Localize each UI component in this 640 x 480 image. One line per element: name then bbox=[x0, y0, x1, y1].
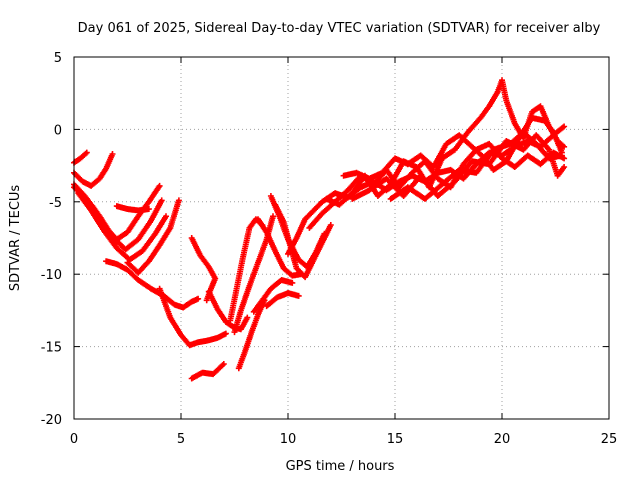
series-track-m bbox=[235, 297, 268, 372]
series-markers bbox=[250, 277, 296, 315]
x-tick-label: 5 bbox=[177, 432, 185, 447]
axis-ticks: 0 5 10 15 20 25 -20 -15 -10 -5 0 5 bbox=[41, 51, 618, 447]
x-axis-label: GPS time / hours bbox=[286, 459, 395, 474]
x-tick-label: 10 bbox=[280, 432, 297, 447]
series-markers bbox=[235, 297, 268, 372]
series-track-t bbox=[263, 290, 302, 310]
series-track-f bbox=[103, 258, 202, 311]
series-markers bbox=[231, 213, 276, 336]
y-tick-label: 5 bbox=[54, 51, 62, 66]
series-track-n bbox=[231, 213, 276, 336]
y-tick-label: 0 bbox=[54, 123, 62, 138]
data-series bbox=[71, 77, 568, 382]
series-markers bbox=[103, 258, 202, 311]
series-markers bbox=[263, 290, 302, 310]
series-track-g bbox=[113, 203, 152, 214]
series-markers bbox=[75, 190, 169, 263]
x-tick-label: 0 bbox=[70, 432, 78, 447]
x-tick-label: 20 bbox=[494, 432, 511, 447]
x-tick-label: 15 bbox=[387, 432, 404, 447]
series-markers bbox=[255, 216, 304, 279]
chart-title: Day 061 of 2025, Sidereal Day-to-day VTE… bbox=[78, 21, 601, 36]
series-track-e bbox=[75, 190, 169, 263]
series-track-l bbox=[188, 361, 227, 382]
y-tick-label: -20 bbox=[41, 413, 62, 428]
x-tick-label: 25 bbox=[601, 432, 618, 447]
series-markers bbox=[124, 197, 182, 276]
series-track-s bbox=[250, 277, 296, 315]
series-markers bbox=[113, 203, 152, 214]
series-track-w bbox=[323, 77, 568, 208]
series-markers bbox=[188, 361, 227, 382]
series-track-r bbox=[255, 216, 304, 279]
y-tick-label: -15 bbox=[41, 341, 62, 356]
plot-frame bbox=[73, 56, 610, 420]
series-track-o bbox=[227, 216, 266, 324]
series-markers bbox=[156, 285, 229, 349]
series-track-h bbox=[124, 197, 182, 276]
y-tick-label: -5 bbox=[49, 196, 62, 211]
series-track-i bbox=[156, 285, 229, 349]
series-markers bbox=[227, 216, 266, 324]
series-markers bbox=[323, 77, 568, 208]
series-markers bbox=[387, 129, 565, 202]
y-tick-label: -10 bbox=[41, 268, 62, 283]
series-track-z bbox=[387, 129, 565, 202]
y-axis-label: SDTVAR / TECUs bbox=[8, 185, 23, 292]
